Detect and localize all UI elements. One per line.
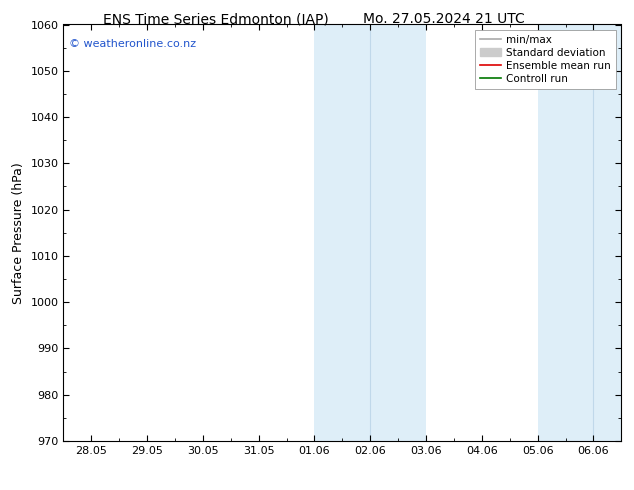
Y-axis label: Surface Pressure (hPa): Surface Pressure (hPa) — [12, 162, 25, 304]
Text: Mo. 27.05.2024 21 UTC: Mo. 27.05.2024 21 UTC — [363, 12, 525, 26]
Text: ENS Time Series Edmonton (IAP): ENS Time Series Edmonton (IAP) — [103, 12, 328, 26]
Bar — [538, 24, 621, 441]
Legend: min/max, Standard deviation, Ensemble mean run, Controll run: min/max, Standard deviation, Ensemble me… — [475, 30, 616, 90]
Text: © weatheronline.co.nz: © weatheronline.co.nz — [69, 39, 196, 49]
Bar — [314, 24, 426, 441]
